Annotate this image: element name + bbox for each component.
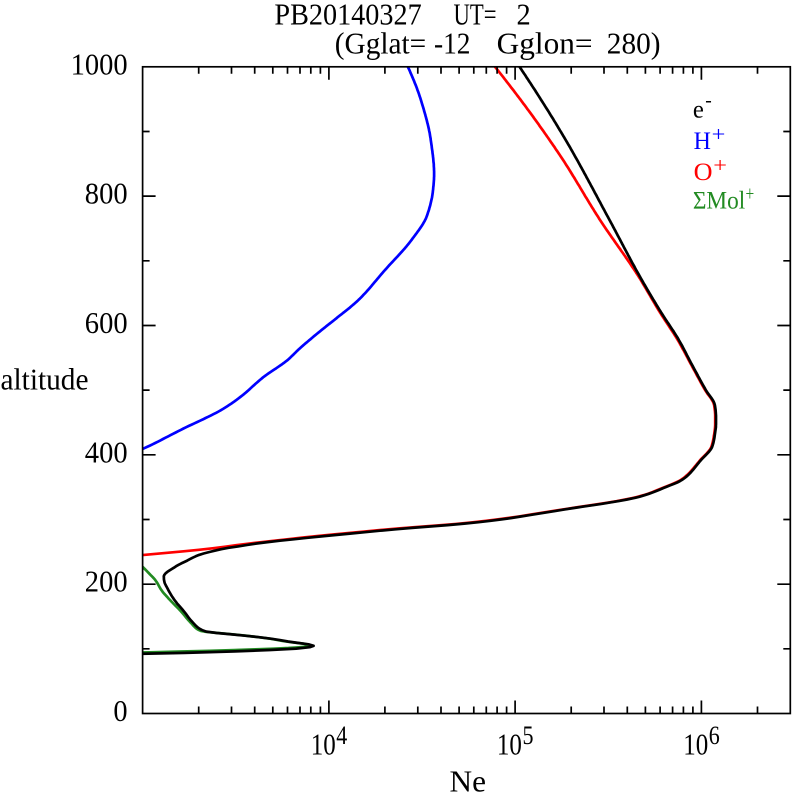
svg-text:e-: e-: [693, 90, 712, 124]
svg-text:O+: O+: [694, 153, 727, 186]
svg-text:altitude: altitude: [1, 362, 89, 397]
svg-text:0: 0: [113, 693, 127, 728]
svg-text:1000: 1000: [71, 46, 128, 81]
svg-text:106: 106: [683, 721, 720, 762]
svg-text:400: 400: [85, 434, 128, 469]
svg-text:ΣMol+: ΣMol+: [693, 182, 754, 215]
svg-text:104: 104: [311, 721, 348, 762]
svg-text:105: 105: [497, 721, 534, 762]
svg-text:600: 600: [85, 305, 128, 340]
svg-text:200: 200: [85, 564, 128, 599]
svg-text:Ne: Ne: [450, 764, 487, 795]
svg-text:H+: H+: [694, 122, 726, 155]
svg-text:800: 800: [85, 176, 128, 211]
